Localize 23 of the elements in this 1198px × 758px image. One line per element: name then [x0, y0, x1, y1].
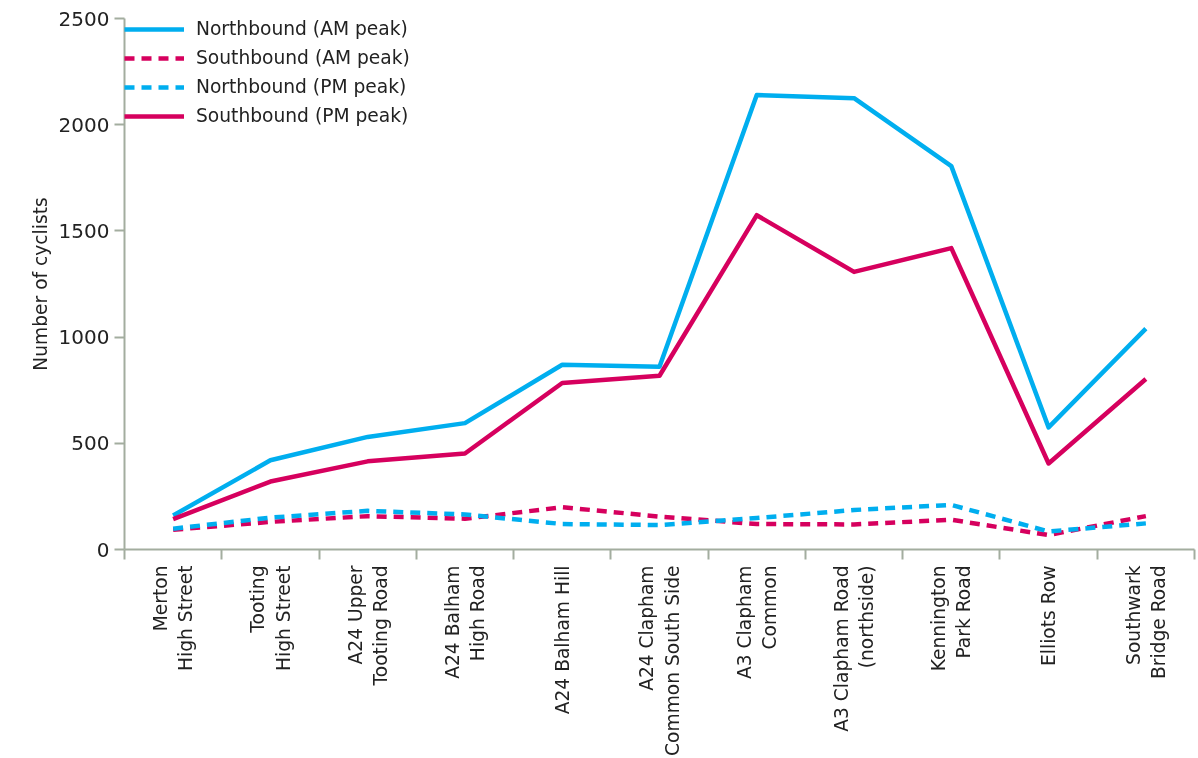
x-tick-label: A24 Clapham Common South Side: [636, 565, 683, 756]
y-tick-label: 500: [71, 431, 110, 456]
y-tick-label: 2500: [58, 6, 110, 31]
legend-label: Southbound (AM peak): [196, 47, 410, 68]
legend-label: Southbound (PM peak): [196, 105, 409, 126]
y-tick-label: 1500: [58, 218, 110, 243]
y-tick-label: 1000: [58, 325, 110, 350]
x-tick-label: Elliots Row: [1038, 565, 1060, 667]
x-tick-label: Southwark Bridge Road: [1122, 565, 1169, 680]
x-tick-label: Merton High Street: [150, 565, 197, 671]
x-tick-label: Tooting High Street: [247, 565, 294, 671]
legend-label: Northbound (PM peak): [196, 76, 407, 97]
y-tick-label: 0: [96, 537, 110, 562]
x-tick-label: A24 Upper Tooting Road: [344, 565, 391, 687]
y-tick-label: 2000: [58, 112, 110, 137]
x-tick-label: Kennington Park Road: [928, 565, 975, 672]
x-tick-label: A24 Balham High Road: [441, 565, 489, 679]
x-tick-label: A3 Clapham Common: [733, 565, 780, 679]
x-tick-label: A24 Balham Hill: [551, 565, 573, 715]
legend-label: Northbound (AM peak): [196, 18, 408, 39]
y-axis-title: Number of cyclists: [29, 197, 51, 371]
line-series: [170, 212, 1149, 522]
x-tick-label: A3 Clapham Road (northside): [830, 565, 878, 732]
